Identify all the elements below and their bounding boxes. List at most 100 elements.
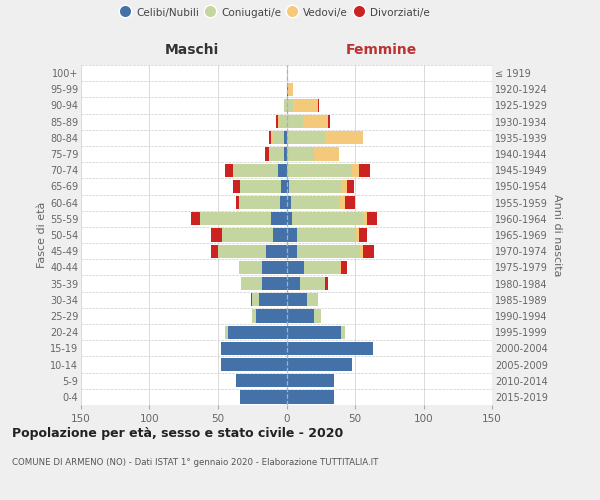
Bar bbox=[341, 180, 347, 193]
Y-axis label: Fasce di età: Fasce di età bbox=[37, 202, 47, 268]
Bar bbox=[359, 164, 370, 177]
Bar bbox=[269, 131, 271, 144]
Bar bbox=[239, 196, 240, 209]
Bar bbox=[240, 390, 287, 404]
Bar bbox=[284, 148, 287, 160]
Bar bbox=[363, 244, 374, 258]
Text: COMUNE DI ARMENO (NO) - Dati ISTAT 1° gennaio 2020 - Elaborazione TUTTITALIA.IT: COMUNE DI ARMENO (NO) - Dati ISTAT 1° ge… bbox=[12, 458, 379, 467]
Bar bbox=[278, 164, 287, 177]
Bar bbox=[239, 260, 262, 274]
Bar bbox=[256, 310, 287, 322]
Bar bbox=[265, 148, 269, 160]
Bar bbox=[287, 390, 334, 404]
Bar bbox=[346, 196, 355, 209]
Bar bbox=[233, 180, 240, 193]
Bar bbox=[271, 212, 287, 226]
Bar bbox=[236, 196, 239, 209]
Bar bbox=[287, 131, 325, 144]
Bar bbox=[252, 293, 259, 306]
Bar bbox=[287, 99, 293, 112]
Bar bbox=[307, 293, 318, 306]
Bar bbox=[287, 82, 288, 96]
Bar bbox=[361, 244, 363, 258]
Bar bbox=[287, 293, 307, 306]
Bar bbox=[287, 164, 352, 177]
Bar bbox=[266, 244, 287, 258]
Bar bbox=[211, 228, 222, 241]
Bar bbox=[289, 180, 341, 193]
Bar bbox=[340, 260, 341, 274]
Bar bbox=[347, 180, 353, 193]
Bar bbox=[287, 228, 298, 241]
Bar bbox=[359, 228, 367, 241]
Bar bbox=[287, 196, 290, 209]
Text: Popolazione per età, sesso e stato civile - 2020: Popolazione per età, sesso e stato civil… bbox=[12, 428, 343, 440]
Bar bbox=[222, 228, 273, 241]
Bar bbox=[280, 196, 287, 209]
Bar bbox=[251, 293, 252, 306]
Bar bbox=[325, 277, 328, 290]
Bar bbox=[314, 310, 321, 322]
Bar bbox=[227, 326, 287, 339]
Bar bbox=[218, 244, 266, 258]
Bar bbox=[287, 244, 298, 258]
Bar bbox=[290, 196, 340, 209]
Bar bbox=[287, 358, 352, 371]
Bar bbox=[287, 148, 314, 160]
Bar bbox=[270, 148, 284, 160]
Bar bbox=[284, 99, 287, 112]
Bar bbox=[341, 260, 347, 274]
Bar bbox=[298, 228, 356, 241]
Bar bbox=[233, 164, 278, 177]
Bar bbox=[356, 228, 359, 241]
Bar bbox=[281, 180, 287, 193]
Bar bbox=[273, 228, 287, 241]
Bar bbox=[200, 212, 271, 226]
Bar bbox=[273, 131, 284, 144]
Bar bbox=[191, 212, 200, 226]
Bar bbox=[287, 115, 303, 128]
Bar bbox=[318, 99, 319, 112]
Bar bbox=[325, 131, 363, 144]
Bar bbox=[284, 131, 287, 144]
Bar bbox=[280, 115, 287, 128]
Bar bbox=[262, 260, 287, 274]
Bar bbox=[287, 277, 300, 290]
Y-axis label: Anni di nascita: Anni di nascita bbox=[551, 194, 562, 276]
Bar bbox=[221, 358, 287, 371]
Bar bbox=[304, 260, 340, 274]
Text: Femmine: Femmine bbox=[346, 42, 416, 56]
Bar bbox=[363, 212, 367, 226]
Bar bbox=[221, 342, 287, 355]
Bar bbox=[287, 326, 341, 339]
Bar bbox=[352, 164, 359, 177]
Bar bbox=[278, 115, 280, 128]
Text: Maschi: Maschi bbox=[165, 42, 219, 56]
Bar bbox=[288, 82, 293, 96]
Bar bbox=[287, 374, 334, 388]
Bar bbox=[298, 244, 361, 258]
Bar bbox=[275, 115, 278, 128]
Bar bbox=[211, 244, 218, 258]
Bar bbox=[287, 212, 292, 226]
Bar bbox=[287, 180, 289, 193]
Bar bbox=[340, 196, 346, 209]
Bar bbox=[271, 131, 273, 144]
Bar bbox=[241, 277, 262, 290]
Legend: Celibi/Nubili, Coniugati/e, Vedovi/e, Divorziati/e: Celibi/Nubili, Coniugati/e, Vedovi/e, Di… bbox=[121, 5, 431, 20]
Bar bbox=[269, 148, 270, 160]
Bar bbox=[259, 293, 287, 306]
Bar bbox=[300, 277, 325, 290]
Bar bbox=[287, 260, 304, 274]
Bar bbox=[303, 115, 328, 128]
Bar bbox=[314, 148, 338, 160]
Bar bbox=[367, 212, 377, 226]
Bar bbox=[328, 115, 331, 128]
Bar bbox=[293, 99, 318, 112]
Bar bbox=[341, 326, 346, 339]
Bar bbox=[287, 310, 314, 322]
Bar bbox=[262, 277, 287, 290]
Bar bbox=[252, 310, 256, 322]
Bar bbox=[225, 326, 227, 339]
Bar bbox=[240, 196, 280, 209]
